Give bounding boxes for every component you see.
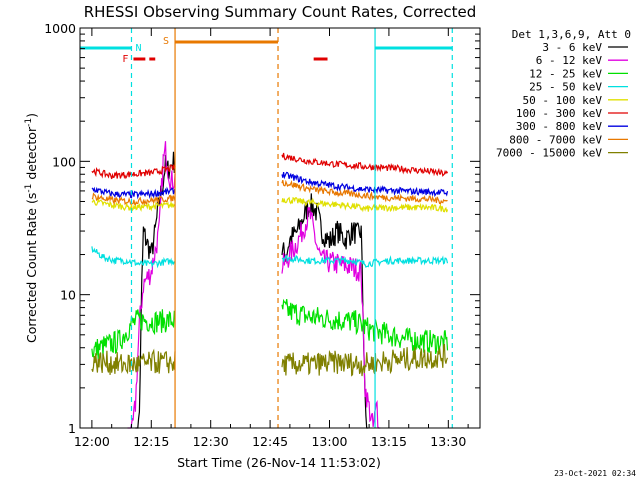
legend-label-6: 300 - 800 keV [516, 120, 602, 133]
y-axis: 1 10 100 1000 [44, 21, 480, 436]
legend-label-8: 7000 - 15000 keV [496, 147, 602, 160]
series-line-8 [91, 343, 449, 377]
chart-title: RHESSI Observing Summary Count Rates, Co… [84, 3, 477, 21]
y-tick-label-2: 100 [52, 154, 76, 169]
generated-timestamp: 23-Oct-2021 02:34 [554, 469, 636, 478]
y-axis-label: Corrected Count Rate (s-1 detector-1) [24, 113, 39, 343]
series-line-1 [127, 141, 381, 429]
y-tick-label-1: 10 [60, 288, 76, 303]
series-line-5 [91, 152, 449, 180]
x-tick-label-3: 12:45 [252, 434, 288, 449]
x-tick-label-6: 13:30 [430, 434, 466, 449]
legend-label-4: 50 - 100 keV [523, 94, 603, 107]
saa-marker-label: N [135, 43, 141, 54]
legend-label-0: 3 - 6 keV [542, 41, 602, 54]
series-line-0 [135, 151, 369, 429]
series-line-2 [91, 298, 449, 360]
x-tick-label-2: 12:30 [193, 434, 229, 449]
series-line-6 [91, 171, 449, 200]
legend-label-5: 100 - 300 keV [516, 107, 602, 120]
x-axis-label: Start Time (26-Nov-14 11:53:02) [177, 455, 381, 470]
x-tick-label-1: 12:15 [133, 434, 169, 449]
y-tick-label-3: 1000 [44, 21, 76, 36]
legend-label-1: 6 - 12 keV [536, 54, 603, 67]
plot-area: N S F [80, 28, 453, 429]
legend-title: Det 1,3,6,9, Att 0 [512, 28, 631, 41]
x-tick-label-4: 13:00 [311, 434, 347, 449]
plot-frame [79, 27, 481, 429]
series-line-3 [91, 246, 449, 269]
legend-label-3: 25 - 50 keV [529, 81, 602, 94]
y-tick-label-0: 1 [68, 421, 76, 436]
x-tick-label-5: 13:15 [371, 434, 407, 449]
legend-label-7: 800 - 7000 keV [509, 133, 602, 146]
series-line-4 [91, 196, 449, 213]
series-line-7 [91, 179, 448, 206]
x-tick-label-0: 12:00 [74, 434, 110, 449]
flare-marker-label: F [122, 54, 128, 65]
legend-label-2: 12 - 25 keV [529, 67, 602, 80]
shadow-marker-label: S [163, 36, 169, 47]
x-axis: 12:00 12:15 12:30 12:45 13:00 13:15 13:30 [74, 28, 469, 449]
